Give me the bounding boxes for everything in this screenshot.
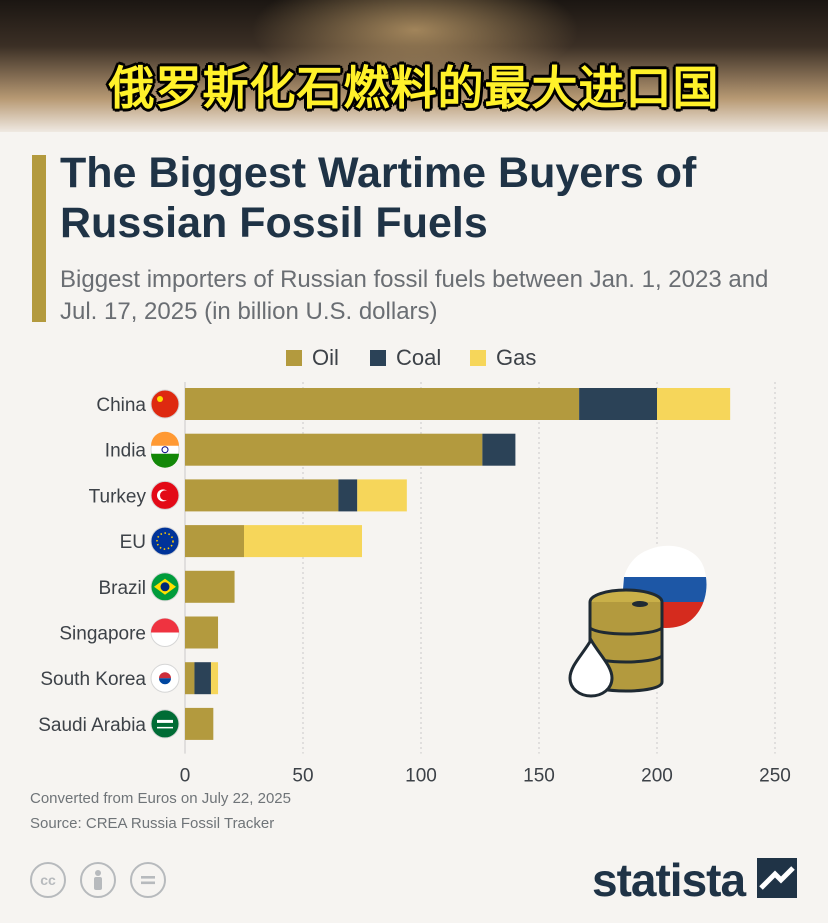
bar-coal-india	[482, 433, 516, 466]
cc-icon[interactable]: cc	[30, 862, 66, 898]
category-label: China	[96, 395, 146, 416]
source-note: Source: CREA Russia Fossil Tracker	[30, 815, 275, 832]
bar-coal-south-korea	[194, 662, 211, 695]
legend-swatch-coal	[370, 350, 386, 366]
x-tick-label: 200	[641, 766, 673, 782]
bar-oil-brazil	[185, 570, 235, 603]
bar-chart: China India Turkey EU Brazil Singapore South K…	[38, 382, 791, 782]
chart-legend: Oil Coal Gas	[0, 343, 828, 373]
bar-gas-turkey	[357, 479, 407, 512]
top-banner: 俄罗斯化石燃料的最大进口国	[0, 0, 828, 132]
category-label: India	[105, 441, 147, 462]
x-tick-label: 100	[405, 766, 437, 782]
x-tick-label: 0	[180, 766, 191, 782]
india-flag-icon	[150, 431, 180, 468]
bars	[185, 388, 731, 740]
brazil-flag-icon	[150, 572, 180, 602]
legend-item-coal: Coal	[370, 343, 441, 373]
south-korea-flag-icon	[150, 663, 180, 693]
oil-barrel-illustration	[568, 545, 707, 698]
x-axis-ticks: 0 50 100 150 200 250	[180, 766, 791, 782]
bar-oil-china	[185, 388, 580, 420]
saudi-arabia-flag-icon	[150, 709, 180, 739]
legend-swatch-gas	[470, 350, 486, 366]
category-label: EU	[120, 532, 146, 553]
chart-subtitle: Biggest importers of Russian fossil fuel…	[60, 266, 769, 325]
bar-oil-singapore	[185, 616, 219, 649]
banner-glow	[250, 0, 580, 90]
legend-label-gas: Gas	[496, 345, 537, 370]
category-label: Saudi Arabia	[38, 715, 146, 736]
bar-gas-south-korea	[210, 662, 219, 695]
banner-caption: 俄罗斯化石燃料的最大进口国	[108, 61, 720, 115]
attribution-icon[interactable]	[80, 862, 116, 898]
bar-oil-saudi-arabia	[185, 707, 214, 740]
x-tick-label: 250	[759, 766, 791, 782]
eu-flag-icon	[150, 526, 180, 556]
category-labels: China India Turkey EU Brazil Singapore South K…	[38, 389, 180, 739]
bar-gas-eu	[244, 525, 362, 558]
legend-item-oil: Oil	[286, 343, 339, 373]
legend-swatch-oil	[286, 350, 302, 366]
bar-oil-india	[185, 433, 483, 466]
bar-oil-south-korea	[185, 662, 195, 695]
bar-oil-eu	[185, 525, 244, 558]
legend-label-oil: Oil	[312, 345, 339, 370]
bar-gas-china	[657, 388, 731, 420]
legend-item-gas: Gas	[470, 343, 536, 373]
category-label: Turkey	[89, 486, 147, 507]
category-label: South Korea	[40, 669, 146, 690]
footnote: Converted from Euros on July 22, 2025	[30, 790, 291, 807]
chart-title: The Biggest Wartime Buyers of Russian Fo…	[60, 149, 697, 247]
turkey-flag-icon	[150, 480, 180, 510]
x-tick-label: 150	[523, 766, 555, 782]
category-label: Brazil	[98, 578, 146, 599]
category-label: Singapore	[59, 624, 146, 645]
bar-coal-turkey	[338, 479, 358, 512]
x-tick-label: 50	[292, 766, 313, 782]
oil-drop-icon	[568, 636, 614, 698]
bar-oil-turkey	[185, 479, 339, 512]
singapore-flag-icon	[150, 618, 180, 647]
title-accent-bar	[32, 155, 46, 322]
bar-coal-china	[579, 388, 657, 420]
legend-label-coal: Coal	[396, 345, 442, 370]
china-flag-icon	[150, 389, 180, 419]
statista-logo-mark	[757, 858, 797, 898]
statista-logo[interactable]: statista	[592, 854, 746, 906]
no-derivatives-icon[interactable]	[130, 862, 166, 898]
